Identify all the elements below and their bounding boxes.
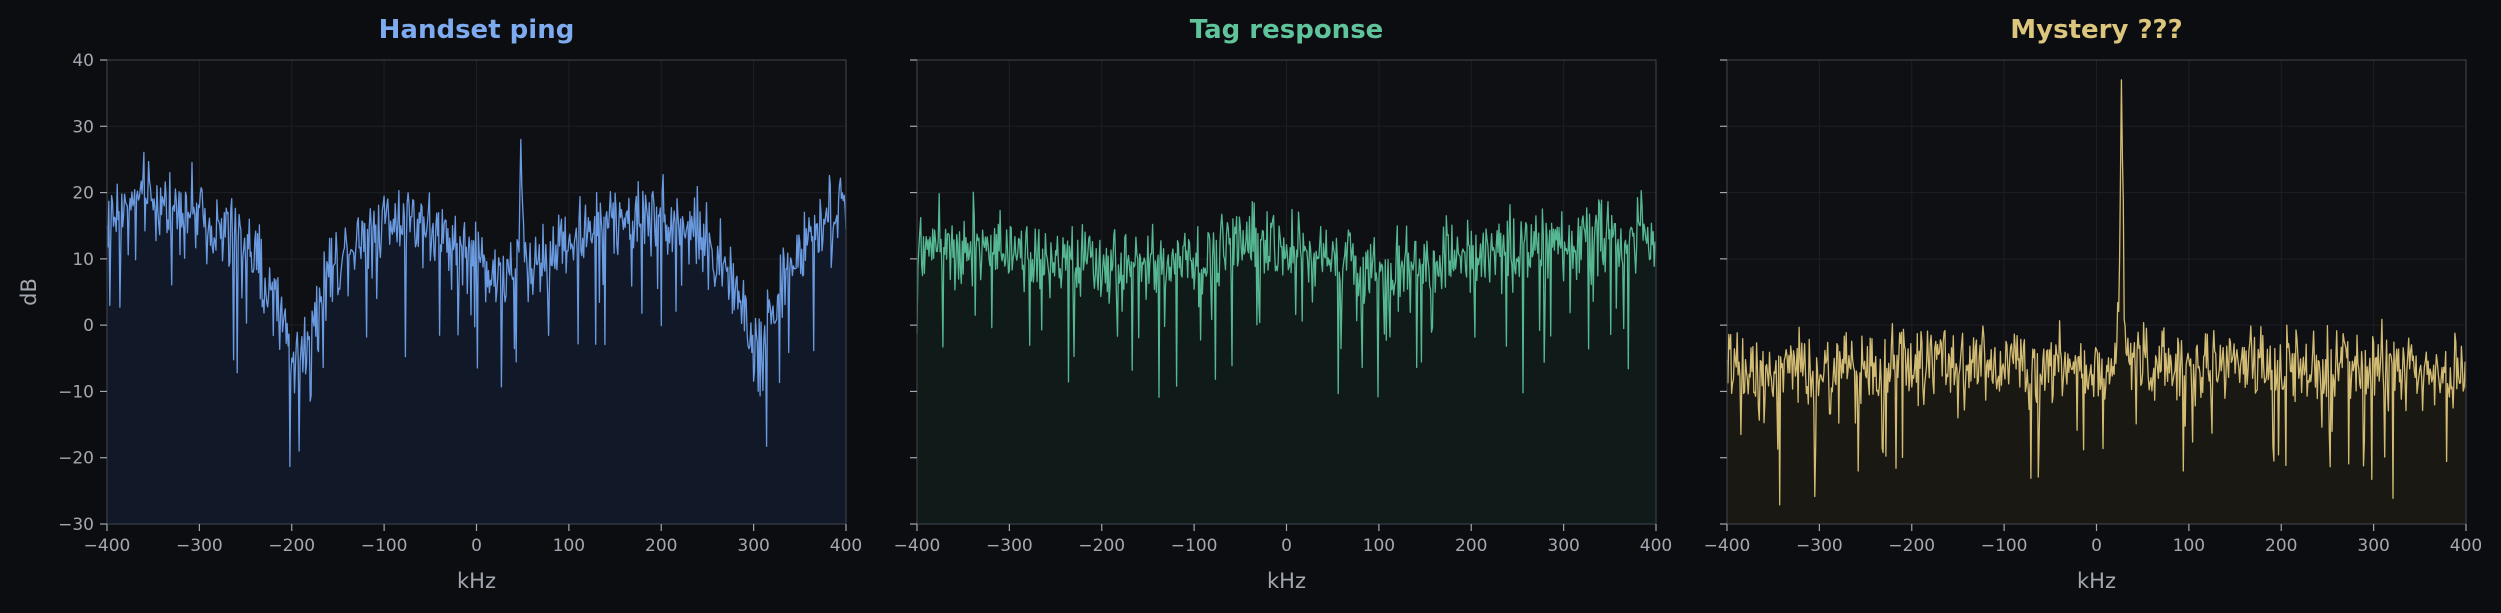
x-tick-label: −100 bbox=[1171, 536, 1218, 556]
x-tick-label: 100 bbox=[553, 536, 585, 556]
x-tick-label: 200 bbox=[645, 536, 677, 556]
y-tick-label: 40 bbox=[72, 51, 94, 71]
x-tick-label: 0 bbox=[471, 536, 482, 556]
x-axis-label: kHz bbox=[2077, 569, 2116, 593]
x-tick-label: −300 bbox=[176, 536, 223, 556]
x-tick-label: 0 bbox=[2091, 536, 2102, 556]
x-tick-label: 100 bbox=[2173, 536, 2205, 556]
x-tick-label: 200 bbox=[2265, 536, 2297, 556]
y-tick-label: 30 bbox=[72, 117, 94, 137]
panel-title: Mystery ??? bbox=[2010, 15, 2182, 45]
x-tick-label: 0 bbox=[1281, 536, 1292, 556]
y-tick-label: −30 bbox=[58, 515, 94, 535]
y-tick-label: 20 bbox=[72, 184, 94, 204]
x-tick-label: 300 bbox=[737, 536, 769, 556]
y-tick-label: −10 bbox=[58, 382, 94, 402]
x-tick-label: 400 bbox=[1640, 536, 1672, 556]
spectrum-trace bbox=[1726, 79, 2467, 506]
spectrum-fill bbox=[1727, 79, 2466, 525]
spectrum-trace bbox=[916, 189, 1657, 398]
spectrum-trace bbox=[106, 138, 847, 468]
x-tick-label: −300 bbox=[1796, 536, 1843, 556]
x-tick-label: 200 bbox=[1455, 536, 1487, 556]
x-tick-label: −400 bbox=[1704, 536, 1751, 556]
x-tick-label: −400 bbox=[84, 536, 131, 556]
x-tick-label: −100 bbox=[1981, 536, 2028, 556]
x-tick-label: 300 bbox=[2357, 536, 2389, 556]
x-tick-label: 400 bbox=[2450, 536, 2482, 556]
y-tick-label: 0 bbox=[83, 316, 94, 336]
y-tick-label: −20 bbox=[58, 449, 94, 469]
spectrum-panel-3: −400 −300 −200 −100 0 100 200 300 400 kHz Mystery … bbox=[1704, 15, 2483, 593]
x-axis-label: kHz bbox=[457, 569, 496, 593]
x-tick-label: −300 bbox=[986, 536, 1033, 556]
panel-title: Tag response bbox=[1190, 15, 1384, 45]
y-tick-label: 10 bbox=[72, 250, 94, 270]
x-tick-label: 400 bbox=[830, 536, 862, 556]
x-tick-label: −200 bbox=[1078, 536, 1125, 556]
panel-title: Handset ping bbox=[379, 15, 575, 45]
y-axis-label: dB bbox=[17, 278, 41, 306]
spectrum-panel-2: −400 −300 −200 −100 0 100 200 300 400 kHz Tag resp… bbox=[894, 15, 1673, 593]
x-axis-label: kHz bbox=[1267, 569, 1306, 593]
x-tick-label: −400 bbox=[894, 536, 941, 556]
spectrum-panel-1: −400 −300 −200 −100 0 100 200 300 400−30−20−1001… bbox=[17, 15, 862, 593]
x-tick-label: −200 bbox=[268, 536, 315, 556]
x-tick-label: −100 bbox=[361, 536, 408, 556]
x-tick-label: −200 bbox=[1888, 536, 1935, 556]
x-tick-label: 100 bbox=[1363, 536, 1395, 556]
x-tick-label: 300 bbox=[1547, 536, 1579, 556]
